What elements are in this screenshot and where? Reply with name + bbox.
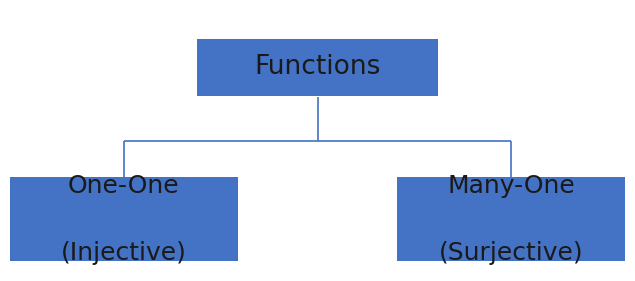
Text: One-One

(Injective): One-One (Injective) [61, 174, 187, 265]
FancyBboxPatch shape [10, 177, 238, 261]
Text: Functions: Functions [254, 55, 381, 80]
FancyBboxPatch shape [197, 39, 438, 96]
Text: Many-One

(Surjective): Many-One (Surjective) [439, 174, 584, 265]
FancyBboxPatch shape [397, 177, 625, 261]
